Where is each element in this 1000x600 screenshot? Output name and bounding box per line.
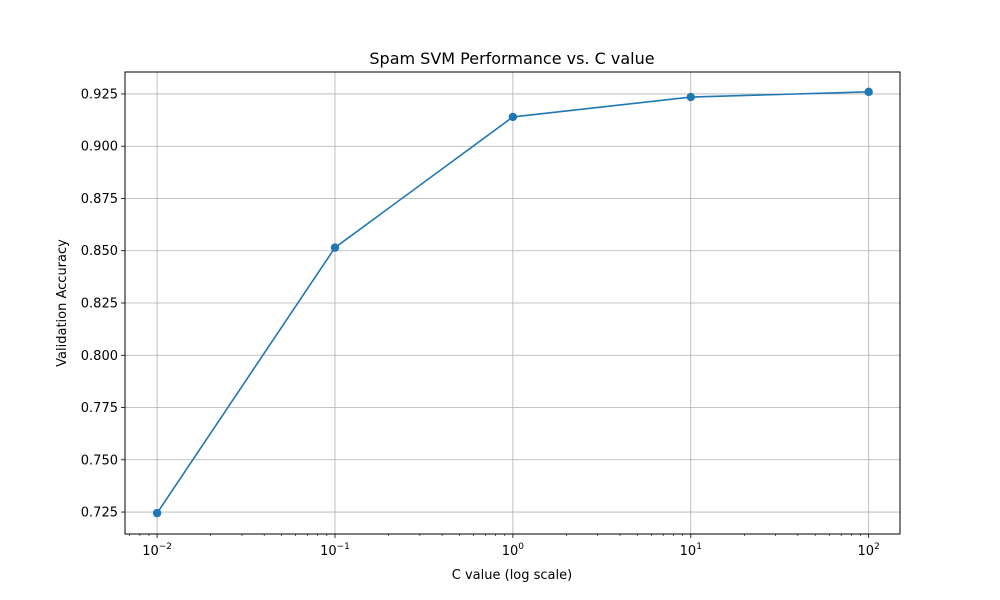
x-axis-label: C value (log scale)	[452, 568, 572, 583]
x-axis-ticks: 10−2 10−1 100 101 102	[129, 534, 880, 559]
y-tick-label: 0.850	[81, 244, 118, 259]
chart-title: Spam SVM Performance vs. C value	[369, 49, 654, 68]
y-tick-label: 0.925	[81, 87, 118, 102]
y-tick-label: 0.825	[81, 297, 118, 312]
data-points	[152, 87, 873, 518]
x-tick-exponent: 0	[518, 542, 524, 552]
y-tick-label: 0.725	[81, 506, 118, 521]
x-tick-base: 10	[320, 544, 337, 559]
x-tick-base: 10	[142, 544, 159, 559]
y-tick-label: 0.800	[81, 349, 118, 364]
x-tick-base: 10	[502, 544, 519, 559]
x-tick-base: 10	[858, 544, 875, 559]
data-point	[686, 92, 695, 102]
data-point	[864, 87, 873, 97]
x-tick-label: 101	[680, 542, 702, 559]
y-axis-ticks: 0.725 0.750 0.775 0.800 0.825 0.850 0.875 0.900…	[81, 87, 125, 521]
y-tick-label: 0.875	[81, 192, 118, 207]
x-tick-label: 100	[502, 542, 525, 559]
x-tick-base: 10	[680, 544, 697, 559]
x-tick-label: 10−2	[142, 542, 172, 559]
data-point	[508, 112, 518, 122]
x-tick-label: 10−1	[320, 542, 350, 559]
x-tick-exponent: −2	[159, 542, 172, 552]
x-tick-exponent: −1	[337, 542, 350, 552]
data-point	[152, 508, 162, 518]
x-tick-exponent: 1	[696, 542, 702, 552]
y-tick-label: 0.775	[81, 401, 118, 416]
y-tick-label: 0.750	[81, 453, 118, 468]
x-tick-label: 102	[858, 542, 880, 559]
y-tick-label: 0.900	[81, 140, 118, 155]
y-axis-label: Validation Accuracy	[55, 239, 70, 367]
grid	[125, 72, 900, 534]
data-point	[330, 243, 340, 252]
x-tick-exponent: 2	[874, 542, 880, 552]
